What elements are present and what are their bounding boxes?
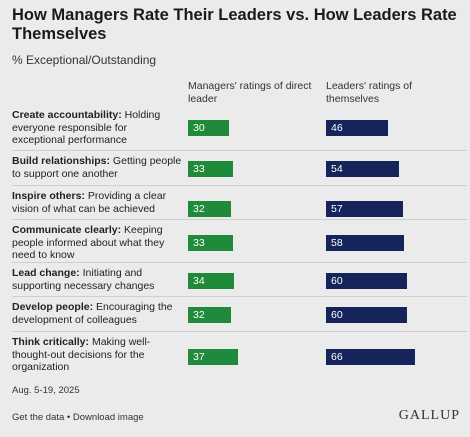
category-description: Keeping people informed about what they … [12,224,165,261]
category-description: Making well-thought-out decisions for th… [12,336,151,373]
category-label: Communicate clearly: Keeping people info… [12,224,182,262]
bar-leaders: 57 [326,201,403,217]
bar-leaders: 46 [326,120,388,136]
bar-leaders: 60 [326,307,407,323]
bar-leaders: 54 [326,161,399,177]
column-header-leaders: Leaders' ratings of themselves [326,80,413,105]
category-name: Inspire others: [12,190,85,202]
footer-separator: • [64,412,73,423]
bar-leaders: 58 [326,235,404,251]
row-divider [12,150,467,151]
row-divider [12,296,467,297]
category-name: Communicate clearly: [12,224,122,236]
category-label: Think critically: Making well-thought-ou… [12,336,182,374]
row-divider [12,331,467,332]
category-label: Create accountability: Holding everyone … [12,109,182,147]
footer-links: Get the data • Download image [12,412,144,423]
bar-managers: 32 [188,307,231,323]
chart-title: How Managers Rate Their Leaders vs. How … [12,6,457,43]
download-image-link[interactable]: Download image [72,412,144,423]
category-label: Inspire others: Providing a clear vision… [12,190,182,215]
category-name: Lead change: [12,267,80,279]
survey-date: Aug. 5-19, 2025 [12,385,80,396]
category-name: Build relationships: [12,155,111,167]
bar-managers: 33 [188,161,233,177]
get-data-link[interactable]: Get the data [12,412,65,423]
row-divider [12,219,467,220]
column-header-managers: Managers' ratings of direct leader [188,80,312,105]
category-name: Develop people: [12,301,94,313]
gallup-logo: GALLUP [398,408,460,423]
chart-subtitle: % Exceptional/Outstanding [12,53,157,67]
category-description: Getting people to support one another [12,155,182,180]
category-name: Create accountability: [12,109,122,121]
bar-managers: 30 [188,120,229,136]
row-divider [12,185,467,186]
category-description: Providing a clear vision of what can be … [12,190,167,215]
bar-leaders: 66 [326,349,415,365]
category-label: Lead change: Initiating and supporting n… [12,267,182,292]
bar-leaders: 60 [326,273,407,289]
bar-managers: 32 [188,201,231,217]
category-name: Think critically: [12,336,90,348]
bar-managers: 34 [188,273,234,289]
category-label: Develop people: Encouraging the developm… [12,301,182,326]
category-label: Build relationships: Getting people to s… [12,155,182,180]
row-divider [12,262,467,263]
bar-managers: 33 [188,235,233,251]
bar-managers: 37 [188,349,238,365]
category-description: Encouraging the development of colleague… [12,301,173,326]
category-description: Holding everyone responsible for excepti… [12,109,161,146]
category-description: Initiating and supporting necessary chan… [12,267,155,292]
